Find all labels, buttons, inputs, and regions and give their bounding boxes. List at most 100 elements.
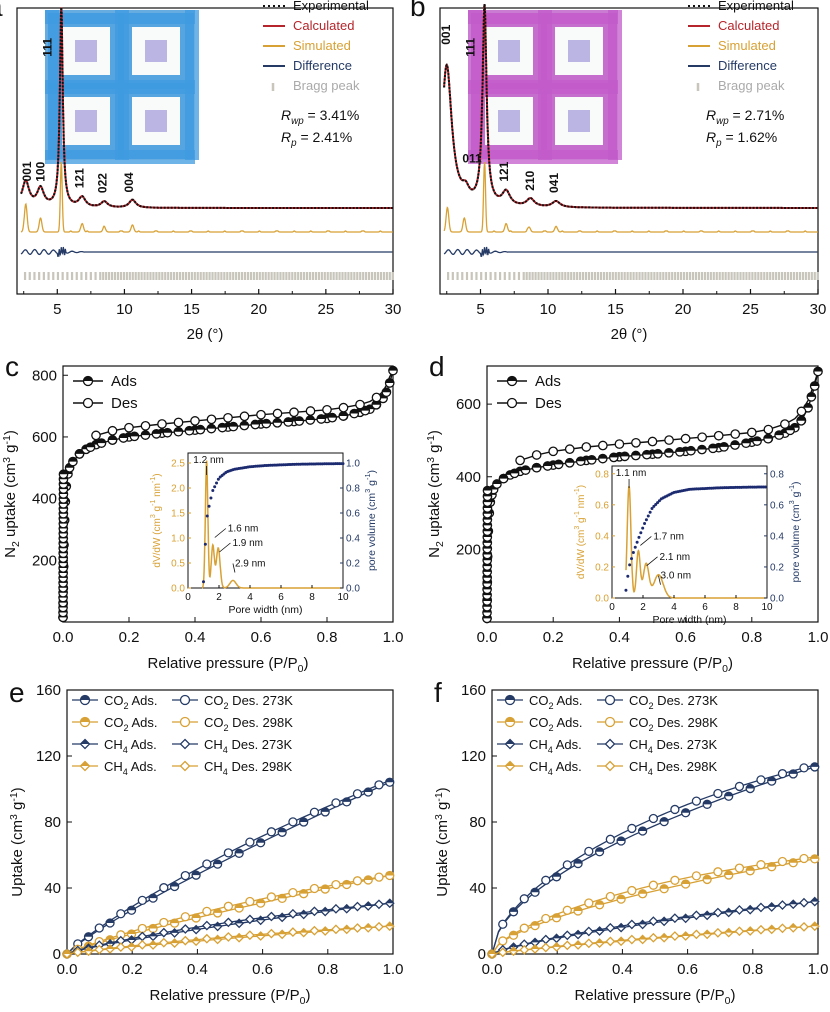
marker-des	[305, 406, 316, 416]
x-tick-label: 0.8	[741, 629, 762, 646]
x-tick-label: 25	[742, 301, 759, 318]
marker-ads-fill	[510, 469, 519, 474]
marker-des	[180, 870, 190, 881]
marker-ads-fill	[807, 392, 816, 397]
marker-des	[799, 921, 809, 932]
cumulative-point	[626, 574, 630, 578]
marker-ads-fill	[492, 479, 502, 485]
marker-ads-fill	[697, 445, 707, 450]
x-tick-label: 0.2	[122, 961, 143, 978]
marker-des	[605, 936, 616, 947]
y-tick-label: 400	[456, 469, 481, 486]
marker-ads-fill	[746, 784, 755, 789]
marker-ads-fill	[767, 862, 776, 867]
y-tick-label: 40	[469, 880, 486, 897]
marker-ads-fill	[543, 461, 552, 466]
legend-label: CO2 Ads.	[529, 693, 582, 711]
marker-ads-fill	[256, 899, 265, 904]
panel-b: b 111 001 011 121 210 041 Experimental Calculate…	[410, 0, 826, 343]
marker-des	[374, 921, 384, 932]
marker-des	[796, 406, 807, 417]
marker-ads-fill	[256, 931, 265, 936]
marker-ads-fill	[595, 939, 604, 944]
marker-des	[799, 897, 809, 908]
marker-ads-fill	[587, 455, 596, 460]
marker-des	[180, 935, 191, 946]
fit-stat: Rp = 2.41%	[281, 129, 352, 149]
marker-des	[331, 879, 341, 890]
marker-des	[206, 414, 217, 425]
marker-ads-fill	[106, 919, 115, 924]
marker-ads-fill	[660, 884, 669, 889]
y-tick-label: 120	[461, 748, 486, 765]
marker-des	[697, 432, 708, 443]
marker-des	[734, 905, 745, 915]
marker-ads-fill	[364, 875, 373, 880]
hkl-label: 011	[462, 151, 482, 165]
inset-y-right-axis-label: pore volume (cm3 g-1)	[787, 481, 802, 582]
annotation-arrow	[214, 528, 227, 538]
marker-des	[519, 923, 529, 933]
inset-y-right-label: 0.6	[770, 500, 784, 511]
x-tick-label: 15	[607, 301, 624, 318]
marker-ads-fill	[141, 430, 150, 436]
marker-des	[107, 425, 118, 436]
marker-des	[562, 860, 572, 870]
crystal-pore	[145, 40, 167, 62]
marker-ads-fill	[235, 919, 244, 924]
hkl-label: 022	[95, 173, 109, 193]
marker-ads-fill	[278, 894, 287, 899]
marker-des	[202, 906, 212, 917]
marker-ads-fill	[192, 871, 201, 876]
marker-des	[734, 926, 745, 937]
marker-des	[691, 910, 702, 921]
marker-des	[288, 817, 298, 827]
marker-ads-fill	[321, 926, 330, 931]
marker-des	[287, 908, 298, 919]
marker-des	[540, 942, 551, 953]
cumulative-point	[630, 557, 634, 561]
crystal-pore	[568, 110, 590, 132]
ads-line	[491, 765, 819, 955]
marker-ads-fill	[681, 914, 690, 919]
marker-ads-fill	[505, 761, 515, 766]
marker-des	[137, 939, 148, 950]
marker-des	[266, 892, 277, 902]
inset-y-left-label: 2.0	[171, 484, 185, 495]
marker-des	[115, 942, 126, 953]
marker-ads-fill	[595, 927, 604, 932]
pore-annotation: 1.6 nm	[228, 524, 259, 535]
marker-des	[648, 813, 659, 824]
cumulative-point	[205, 514, 209, 518]
marker-des	[374, 899, 384, 910]
legend-label: CH4 Ads.	[104, 759, 157, 777]
y-tick-label: 40	[44, 880, 61, 897]
x-tick-label: 0.2	[543, 629, 564, 646]
marker-des	[82, 397, 94, 409]
cumulative-point	[628, 563, 632, 567]
marker-ads-fill	[595, 900, 604, 905]
marker-des	[627, 885, 637, 896]
marker-des	[515, 455, 525, 466]
marker-des	[648, 916, 659, 927]
marker-ads-fill	[703, 930, 712, 935]
legend-label: Calculated	[718, 18, 779, 33]
y-axis-label: N2 uptake (cm3 g-1)	[1, 430, 22, 558]
marker-des	[245, 896, 255, 907]
legend-label: CH4 Des. 273K	[629, 737, 717, 755]
marker-ads-fill	[235, 903, 244, 908]
x-tick-label: 0.6	[251, 629, 272, 646]
marker-des	[180, 912, 190, 922]
marker-ads-fill	[130, 432, 139, 437]
marker-des	[309, 906, 320, 917]
marker-ads-fill	[509, 947, 518, 952]
marker-des	[604, 716, 616, 728]
panel-letter: f	[434, 677, 442, 708]
marker-des	[355, 399, 365, 410]
marker-ads-fill	[106, 944, 115, 949]
marker-ads-fill	[617, 895, 626, 900]
marker-des	[564, 444, 575, 455]
marker-ads-fill	[328, 413, 337, 418]
cumulative-point	[207, 504, 211, 508]
marker-ads-fill	[598, 454, 607, 459]
